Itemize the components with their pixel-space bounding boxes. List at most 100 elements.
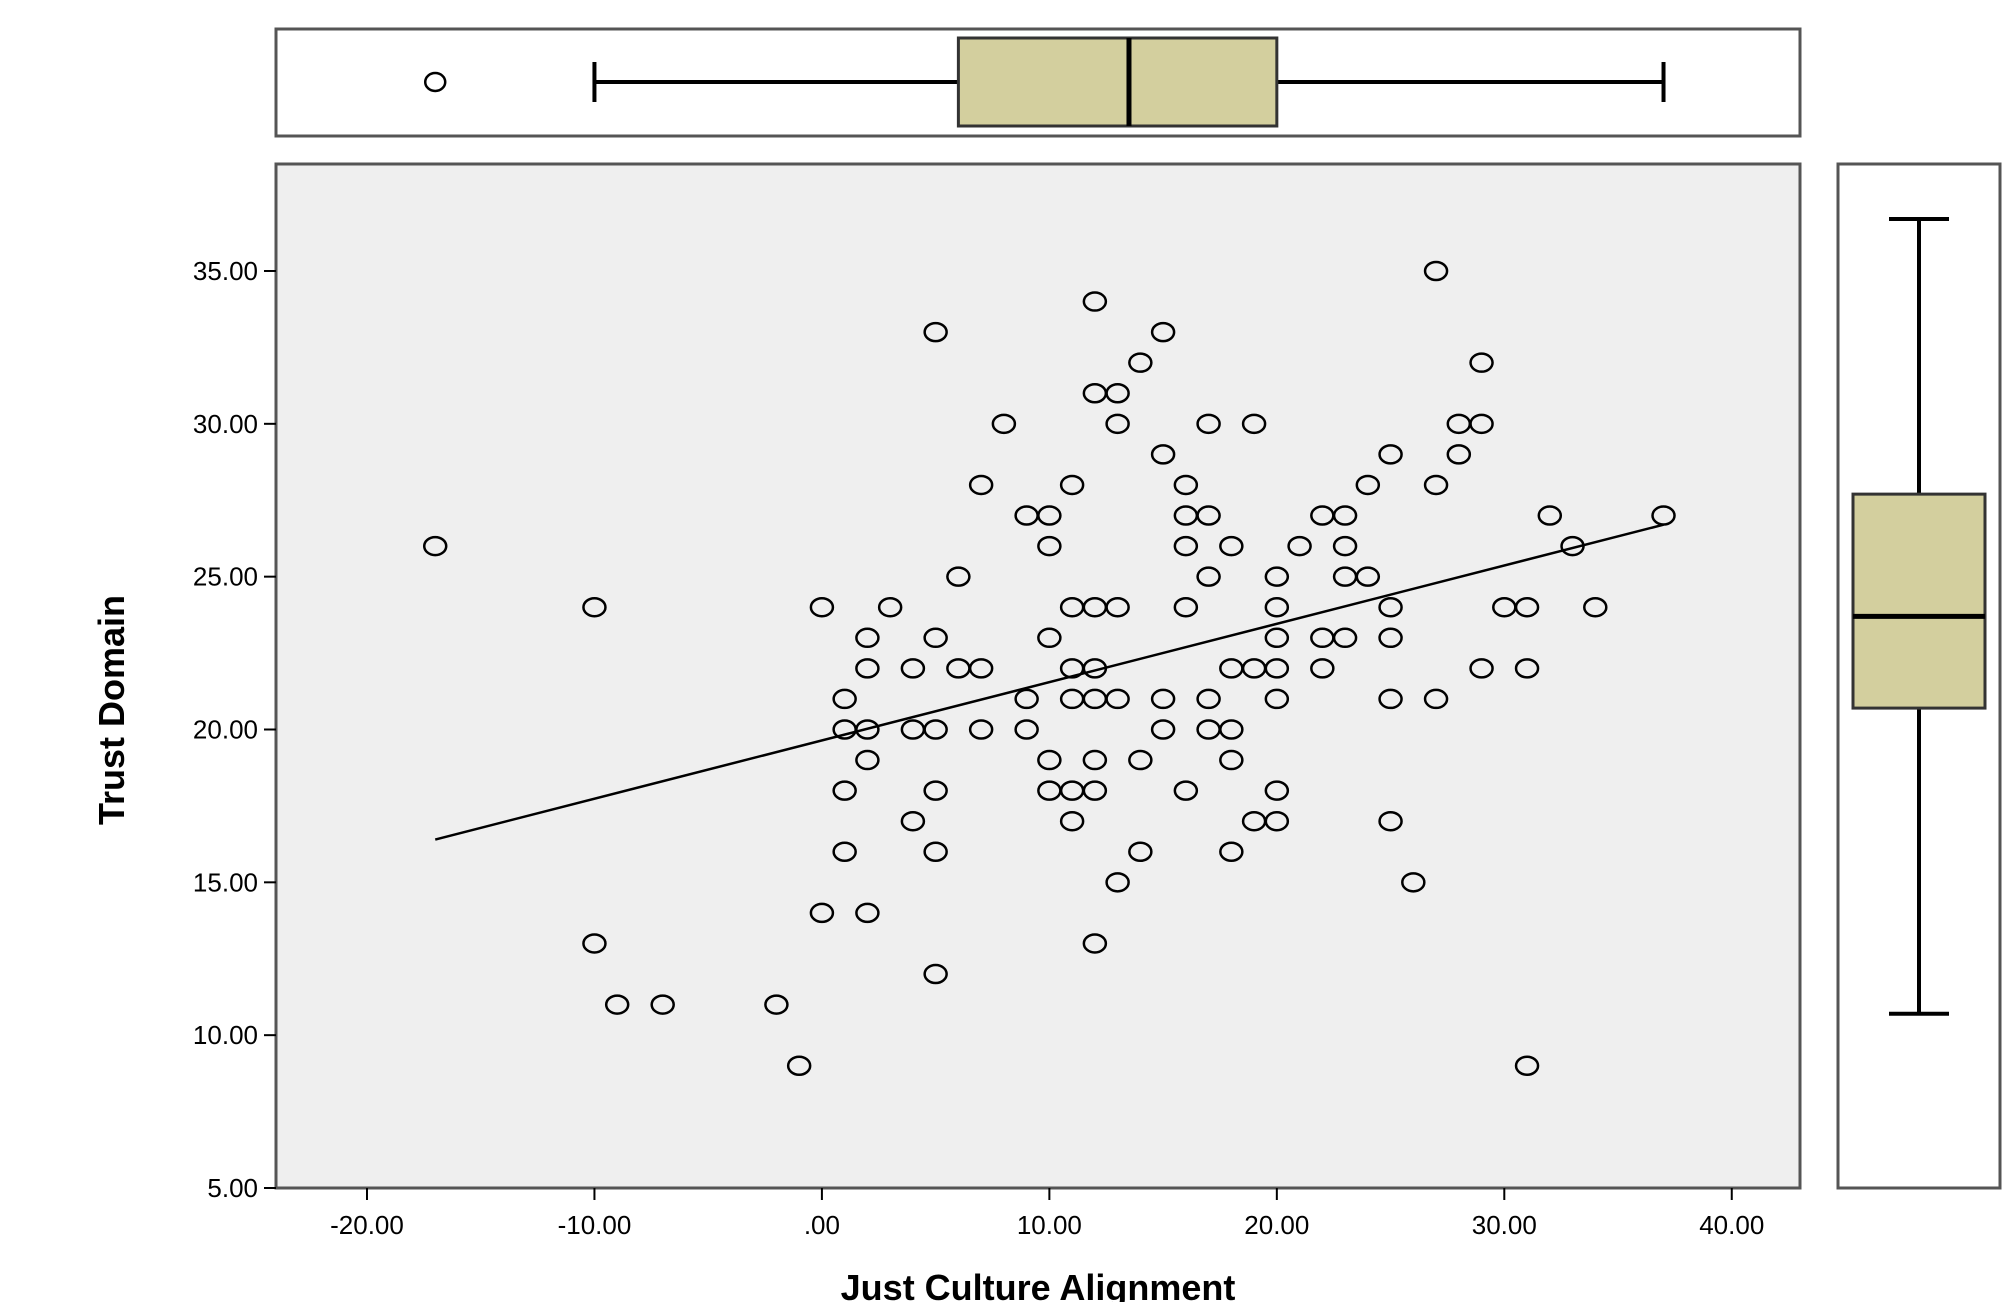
data-point — [1173, 596, 1199, 618]
data-point — [1037, 749, 1062, 771]
data-point — [923, 627, 948, 649]
data-point — [1196, 566, 1221, 587]
x-tick-label: -10.00 — [558, 1210, 632, 1240]
fit-line — [434, 523, 1664, 841]
data-point — [1264, 780, 1290, 801]
data-point — [1082, 933, 1108, 954]
fit-line-layer — [434, 523, 1664, 841]
x-boxplot — [423, 36, 1666, 128]
data-point — [946, 566, 971, 587]
points-layer — [422, 260, 1676, 1076]
data-point — [923, 780, 948, 801]
data-point — [1378, 596, 1403, 618]
data-point — [1173, 780, 1199, 801]
data-point — [832, 841, 857, 863]
x-tick-label: 10.00 — [1017, 1210, 1082, 1240]
data-point — [1128, 841, 1153, 863]
data-point — [1264, 810, 1290, 832]
y-tick-label: 35.00 — [193, 256, 258, 286]
data-point — [1537, 505, 1563, 526]
data-point — [1401, 872, 1426, 893]
data-point — [1059, 474, 1085, 496]
data-point — [1332, 505, 1358, 526]
data-point — [1514, 658, 1540, 679]
data-point — [1082, 749, 1108, 771]
data-point — [1378, 627, 1403, 649]
data-point — [1264, 627, 1290, 649]
data-point — [1332, 535, 1358, 557]
data-point — [1332, 627, 1358, 649]
y-tick-label: 25.00 — [193, 562, 258, 592]
data-point — [1264, 658, 1290, 679]
data-point — [1514, 1055, 1540, 1076]
data-point — [1014, 688, 1039, 710]
x-box — [956, 36, 1279, 128]
data-point — [1264, 566, 1290, 587]
data-point — [968, 658, 994, 679]
data-point — [422, 535, 448, 557]
data-point — [1105, 596, 1130, 618]
data-point — [809, 902, 835, 924]
data-point — [1446, 444, 1472, 465]
data-point — [650, 994, 675, 1015]
data-point — [1310, 658, 1335, 679]
data-point — [832, 780, 857, 801]
data-point — [968, 474, 994, 496]
data-point — [1469, 352, 1494, 373]
data-point — [1037, 505, 1062, 526]
data-point — [1014, 719, 1039, 740]
data-point — [1150, 719, 1176, 740]
data-point — [855, 749, 880, 771]
data-point — [832, 688, 857, 710]
data-point — [1105, 383, 1130, 404]
data-point — [1651, 505, 1676, 526]
data-point — [1128, 352, 1153, 373]
data-point — [1105, 872, 1130, 893]
data-point — [923, 841, 948, 863]
data-point — [1241, 413, 1267, 435]
y-tick-label: 5.00 — [207, 1173, 258, 1203]
data-point — [855, 719, 880, 740]
data-point — [855, 658, 880, 679]
data-point — [1082, 658, 1108, 679]
data-point — [1219, 841, 1244, 863]
data-point — [991, 413, 1017, 435]
data-point — [1219, 719, 1244, 740]
data-point — [1037, 535, 1062, 557]
data-point — [1287, 535, 1312, 557]
data-point — [1219, 749, 1244, 771]
data-point — [1560, 535, 1585, 557]
data-point — [1469, 658, 1494, 679]
y-tick-label: 20.00 — [193, 714, 258, 744]
data-point — [923, 963, 948, 985]
data-point — [1423, 474, 1449, 496]
plot-area — [274, 162, 1802, 1190]
data-point — [900, 658, 926, 679]
data-point — [855, 902, 880, 924]
data-point — [1514, 596, 1540, 618]
data-point — [1378, 810, 1403, 832]
y-axis-title: Trust Domain — [91, 595, 132, 825]
data-point — [1219, 535, 1244, 557]
data-point — [1196, 413, 1221, 435]
data-point — [900, 810, 926, 832]
data-point — [1355, 474, 1381, 496]
data-point — [1196, 505, 1221, 526]
y-box — [1851, 492, 1987, 710]
data-point — [1264, 596, 1290, 618]
x-tick-label: 20.00 — [1244, 1210, 1309, 1240]
data-point — [923, 321, 948, 343]
data-point — [1196, 688, 1221, 710]
data-point — [582, 596, 607, 618]
data-point — [855, 627, 880, 649]
data-point — [1105, 413, 1130, 435]
data-point — [1082, 291, 1108, 312]
data-point — [1150, 321, 1176, 343]
data-point — [1173, 474, 1199, 496]
data-point — [1082, 780, 1108, 801]
x-tick-label: .00 — [804, 1210, 840, 1240]
data-point — [1378, 444, 1403, 465]
data-point — [1378, 688, 1403, 710]
data-point — [1469, 413, 1494, 435]
